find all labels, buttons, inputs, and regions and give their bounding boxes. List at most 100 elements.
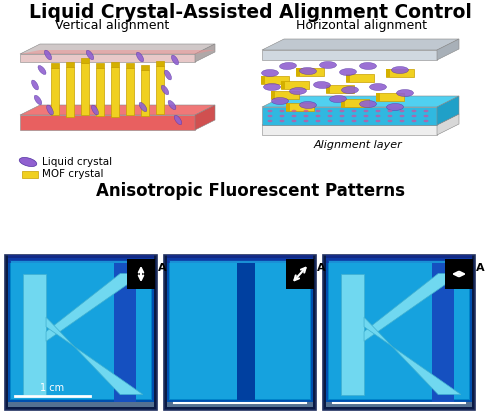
Ellipse shape [424,110,428,112]
Bar [170,261,310,399]
Ellipse shape [360,63,376,69]
Ellipse shape [280,120,284,122]
Ellipse shape [328,120,332,122]
Ellipse shape [292,120,296,122]
Text: A: A [476,263,484,273]
Polygon shape [20,50,215,54]
Polygon shape [261,76,265,84]
Polygon shape [156,61,164,66]
Text: 1 cm: 1 cm [40,383,64,393]
Ellipse shape [290,88,306,95]
Ellipse shape [376,115,380,117]
Bar [326,402,472,407]
Polygon shape [126,68,134,115]
Ellipse shape [320,61,336,68]
Ellipse shape [388,110,392,112]
Text: Anisotropic Fluorescent Patterns: Anisotropic Fluorescent Patterns [96,182,405,200]
Text: A: A [158,263,166,273]
Polygon shape [364,273,461,341]
Polygon shape [271,91,299,99]
Polygon shape [286,103,314,111]
Polygon shape [346,74,350,82]
Ellipse shape [364,110,368,112]
Polygon shape [386,69,390,77]
Ellipse shape [92,105,98,115]
Bar [323,255,475,410]
Ellipse shape [268,115,272,117]
Ellipse shape [44,50,52,60]
Ellipse shape [352,120,356,122]
Ellipse shape [316,110,320,112]
Ellipse shape [32,80,38,90]
Ellipse shape [340,120,344,122]
Ellipse shape [280,110,284,112]
Bar [328,260,470,400]
Ellipse shape [174,115,182,125]
Ellipse shape [396,90,413,97]
Polygon shape [111,67,119,117]
Polygon shape [156,66,164,114]
Bar [10,260,152,400]
Polygon shape [326,85,330,93]
Bar [286,259,314,289]
Ellipse shape [392,66,408,73]
Polygon shape [20,115,195,130]
Ellipse shape [370,83,386,90]
Text: Horizontal alignment: Horizontal alignment [296,19,428,32]
Ellipse shape [412,115,416,117]
Bar [8,402,154,407]
Bar [432,263,454,402]
Bar [8,258,154,402]
Polygon shape [96,63,104,68]
Ellipse shape [316,120,320,122]
Ellipse shape [340,110,344,112]
Bar [11,261,151,399]
Ellipse shape [86,50,94,60]
Ellipse shape [388,120,392,122]
Polygon shape [271,91,275,99]
Ellipse shape [139,103,147,112]
Bar [167,402,313,407]
Bar [164,255,316,410]
Polygon shape [437,39,459,60]
Bar [23,273,46,395]
Ellipse shape [314,81,330,88]
Ellipse shape [412,120,416,122]
Ellipse shape [360,100,376,107]
Ellipse shape [352,115,356,117]
Polygon shape [195,105,215,130]
Bar [445,259,473,289]
Polygon shape [261,76,289,84]
Bar [326,258,472,402]
Polygon shape [281,81,285,89]
Ellipse shape [386,103,404,110]
Polygon shape [376,93,380,101]
Polygon shape [364,317,461,395]
Ellipse shape [262,69,278,76]
Polygon shape [437,114,459,135]
Polygon shape [81,63,89,115]
Text: Vertical alignment: Vertical alignment [55,19,169,32]
Bar [5,255,157,410]
Ellipse shape [304,110,308,112]
Polygon shape [20,54,195,62]
Ellipse shape [280,115,284,117]
Ellipse shape [340,68,356,76]
Polygon shape [51,63,59,68]
Text: A: A [317,263,326,273]
Polygon shape [66,62,74,67]
Polygon shape [141,70,149,116]
Ellipse shape [300,68,316,75]
Polygon shape [281,81,309,89]
Bar [169,260,311,400]
Bar [8,255,154,263]
Ellipse shape [46,105,54,115]
Polygon shape [262,125,437,135]
Ellipse shape [268,120,272,122]
Ellipse shape [342,86,358,93]
Ellipse shape [172,55,178,65]
Bar [326,255,472,263]
Text: Liquid Crystal-Assisted Alignment Control: Liquid Crystal-Assisted Alignment Contro… [28,3,471,22]
Bar [127,259,155,289]
Polygon shape [141,65,149,70]
